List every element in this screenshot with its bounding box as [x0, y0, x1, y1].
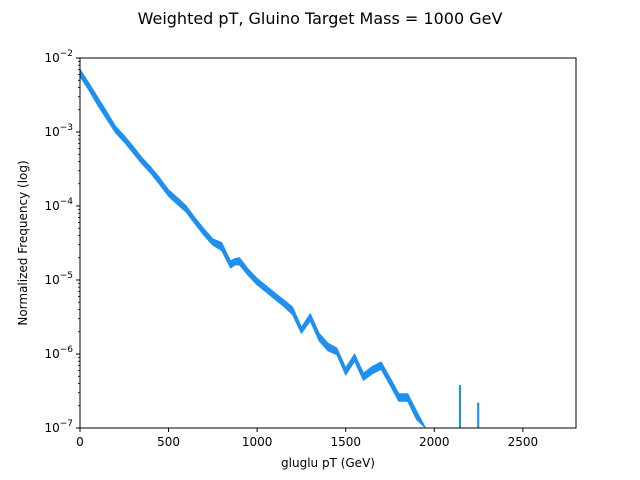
plot-frame [79, 57, 577, 429]
x-tick-label: 500 [157, 435, 180, 449]
y-tick-label: 10−6 [44, 345, 73, 361]
y-axis: 10−7 10−6 10−5 10−4 10−3 10−2 [44, 49, 80, 435]
x-tick-label: 0 [76, 435, 84, 449]
spike-1 [477, 402, 480, 428]
plot-data [80, 68, 480, 428]
y-tick-label: 10−7 [44, 419, 73, 435]
x-axis-label: gluglu pT (GeV) [281, 456, 375, 470]
x-tick-label: 1000 [242, 435, 273, 449]
spike-0 [458, 385, 462, 428]
y-tick-label: 10−3 [44, 123, 73, 139]
x-axis: 0 500 1000 1500 2000 2500 [76, 428, 538, 449]
y-axis-label: Normalized Frequency (log) [16, 160, 30, 325]
y-tick-label: 10−5 [44, 271, 73, 287]
chart-title: Weighted pT, Gluino Target Mass = 1000 G… [138, 9, 503, 28]
x-tick-label: 2500 [508, 435, 539, 449]
series-band-0 [80, 68, 435, 428]
x-tick-label: 2000 [419, 435, 450, 449]
y-tick-label: 10−4 [44, 197, 73, 213]
y-tick-label: 10−2 [44, 49, 73, 65]
x-tick-label: 1500 [330, 435, 361, 449]
